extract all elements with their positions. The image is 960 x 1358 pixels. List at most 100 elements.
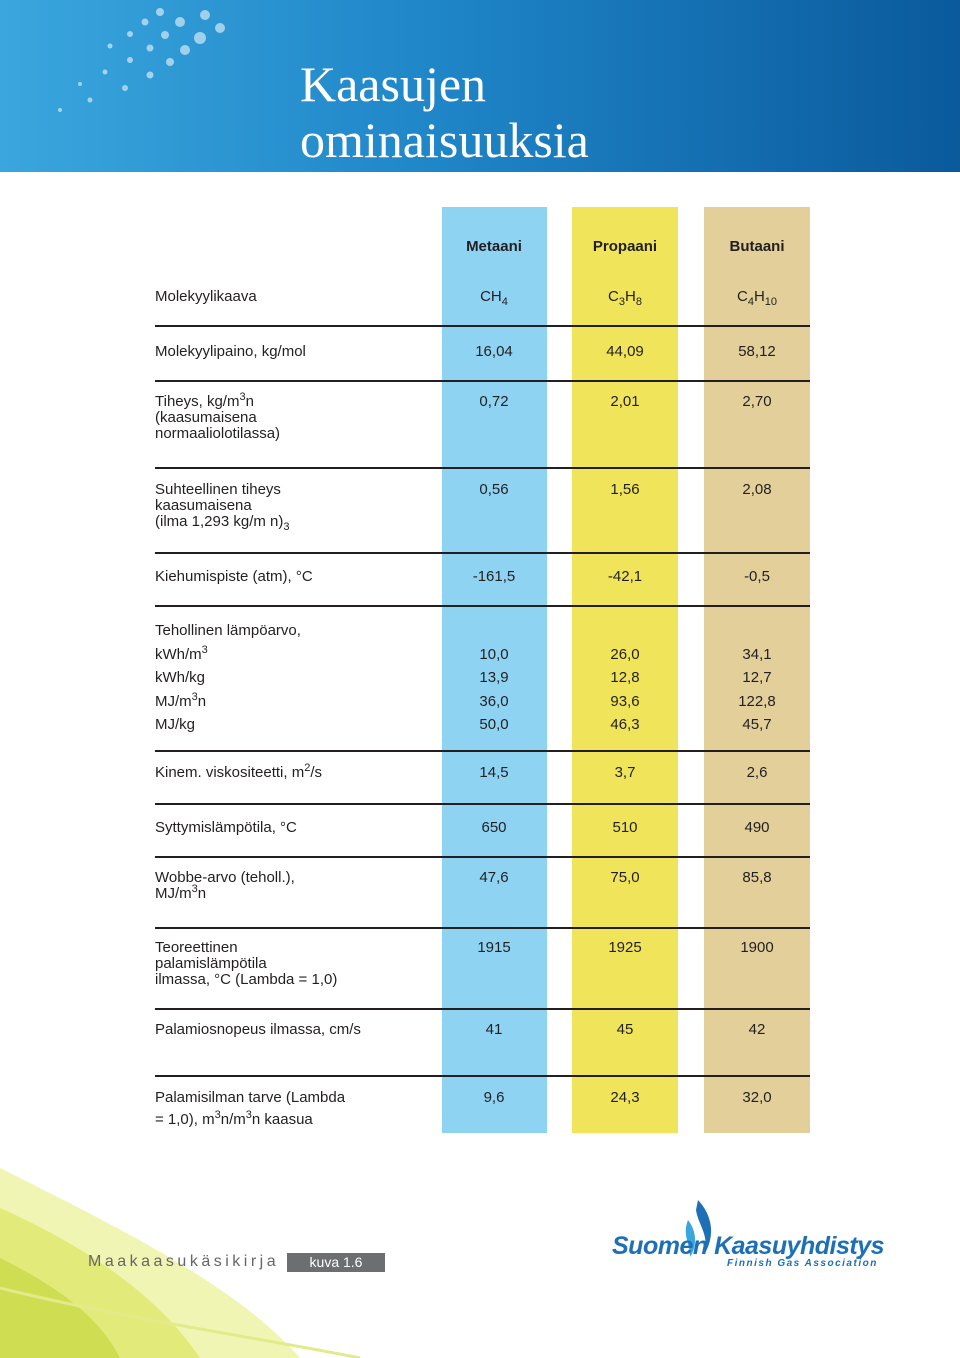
label-line: normaaliolotilassa) <box>155 426 280 442</box>
row-separator <box>155 325 810 327</box>
value-cell: 75,0 <box>570 870 680 886</box>
label-line: MJ/m3n <box>155 690 301 714</box>
subscript: 4 <box>747 296 754 308</box>
text: C <box>736 288 748 305</box>
text: -161,5 <box>472 568 516 585</box>
value-line: 2,6 <box>702 765 812 781</box>
text: 510 <box>612 819 638 836</box>
text: n <box>197 885 207 902</box>
text: Molekyylipaino, kg/mol <box>155 343 306 360</box>
value-cell: 24,3 <box>570 1087 680 1109</box>
value-cell: 26,0 12,8 93,6 46,3 <box>570 643 680 737</box>
text: 1925 <box>608 939 642 956</box>
value-line: 0,56 <box>439 482 549 498</box>
text: n kaasua <box>251 1111 313 1128</box>
row-separator <box>155 803 810 805</box>
row-label: Molekyylikaava <box>155 289 257 305</box>
value-line: 2,70 <box>702 394 812 410</box>
label-line: Tehollinen lämpöarvo, <box>155 619 301 643</box>
value-cell: 1915 <box>439 940 549 956</box>
row-label: Tehollinen lämpöarvo, kWh/m3 kWh/kg MJ/m3n M… <box>155 619 301 737</box>
title-line: Kaasujen <box>300 56 487 112</box>
value-cell: 2,6 <box>702 765 812 781</box>
value-line: 93,6 <box>570 690 680 714</box>
text: CH <box>480 288 502 305</box>
column-header: Metaani <box>466 238 522 255</box>
subscript: 3 <box>618 296 625 308</box>
value-line: C3H8 <box>570 289 680 308</box>
text: 42 <box>748 1021 766 1038</box>
text: Palamisilman tarve (Lambda <box>155 1089 346 1106</box>
value-line: 46,3 <box>570 713 680 737</box>
value-line: 41 <box>439 1022 549 1038</box>
value-line: 490 <box>702 820 812 836</box>
label-line: MJ/m3n <box>155 883 295 902</box>
subscript: 8 <box>635 296 642 308</box>
text: n/m <box>220 1111 246 1128</box>
row-separator <box>155 856 810 858</box>
text: -0,5 <box>744 568 770 585</box>
value-cell: 34,1 12,7 122,8 45,7 <box>702 643 812 737</box>
text: 1,56 <box>610 481 640 498</box>
text: 34,1 <box>742 645 772 663</box>
text: Suhteellinen tiheys <box>155 481 281 498</box>
supscript: 3 <box>191 883 198 895</box>
value-line: -42,1 <box>570 569 680 585</box>
text: -42,1 <box>607 568 643 585</box>
text: 58,12 <box>738 343 776 360</box>
figure-label: kuva 1.6 <box>287 1253 385 1272</box>
value-cell: 45 <box>570 1022 680 1038</box>
label-line: kWh/kg <box>155 666 301 690</box>
value-cell: 42 <box>702 1022 812 1038</box>
text: (ilma 1,293 kg/m n) <box>155 513 284 530</box>
text: 2,6 <box>746 764 768 781</box>
text: 24,3 <box>610 1089 640 1106</box>
value-line: 45 <box>570 1022 680 1038</box>
row-separator <box>155 750 810 752</box>
header-band <box>0 0 960 172</box>
value-cell: 650 <box>439 820 549 836</box>
logo-text: Suomen Kaasuyhdistys <box>612 1232 885 1260</box>
value-cell: 58,12 <box>702 344 812 360</box>
row-separator <box>155 1075 810 1077</box>
text: Syttymislämpötila, °C <box>155 819 297 836</box>
row-separator <box>155 927 810 929</box>
row-separator <box>155 605 810 607</box>
text: n <box>197 692 207 710</box>
label-line: kaasumaisena <box>155 498 290 514</box>
value-line: 3,7 <box>570 765 680 781</box>
label-line: Palamiosnopeus ilmassa, cm/s <box>155 1022 361 1038</box>
text: 14,5 <box>479 764 509 781</box>
text: 44,09 <box>606 343 644 360</box>
text: Kiehumispiste (atm), °C <box>155 568 313 585</box>
text: 75,0 <box>610 869 640 886</box>
value-line: 44,09 <box>570 344 680 360</box>
row-label: Teoreettinen palamislämpötila ilmassa, °C … <box>155 940 337 988</box>
value-cell: 10,0 13,9 36,0 50,0 <box>439 643 549 737</box>
row-label: Wobbe-arvo (teholl.), MJ/m3n <box>155 870 295 902</box>
value-line: 36,0 <box>439 690 549 714</box>
value-cell: 41 <box>439 1022 549 1038</box>
label-line: Molekyylipaino, kg/mol <box>155 344 306 360</box>
text: 85,8 <box>742 869 772 886</box>
title-line: ominaisuuksia <box>300 112 589 168</box>
text: (kaasumaisena <box>155 409 257 426</box>
text: 26,0 <box>610 645 640 663</box>
value-line: 510 <box>570 820 680 836</box>
text: normaaliolotilassa) <box>155 425 281 442</box>
value-cell: -0,5 <box>702 569 812 585</box>
row-separator <box>155 1008 810 1010</box>
value-line: 32,0 <box>702 1087 812 1109</box>
text: 650 <box>481 819 507 836</box>
text: 1915 <box>477 939 511 956</box>
text: n <box>245 393 254 410</box>
label-line: ilmassa, °C (Lambda = 1,0) <box>155 972 337 988</box>
column-band <box>704 207 810 1133</box>
value-line: 24,3 <box>570 1087 680 1109</box>
value-line: 45,7 <box>702 713 812 737</box>
value-cell: 16,04 <box>439 344 549 360</box>
decor-curves <box>0 1168 361 1358</box>
value-cell: 3,7 <box>570 765 680 781</box>
text: 2,70 <box>742 393 772 410</box>
